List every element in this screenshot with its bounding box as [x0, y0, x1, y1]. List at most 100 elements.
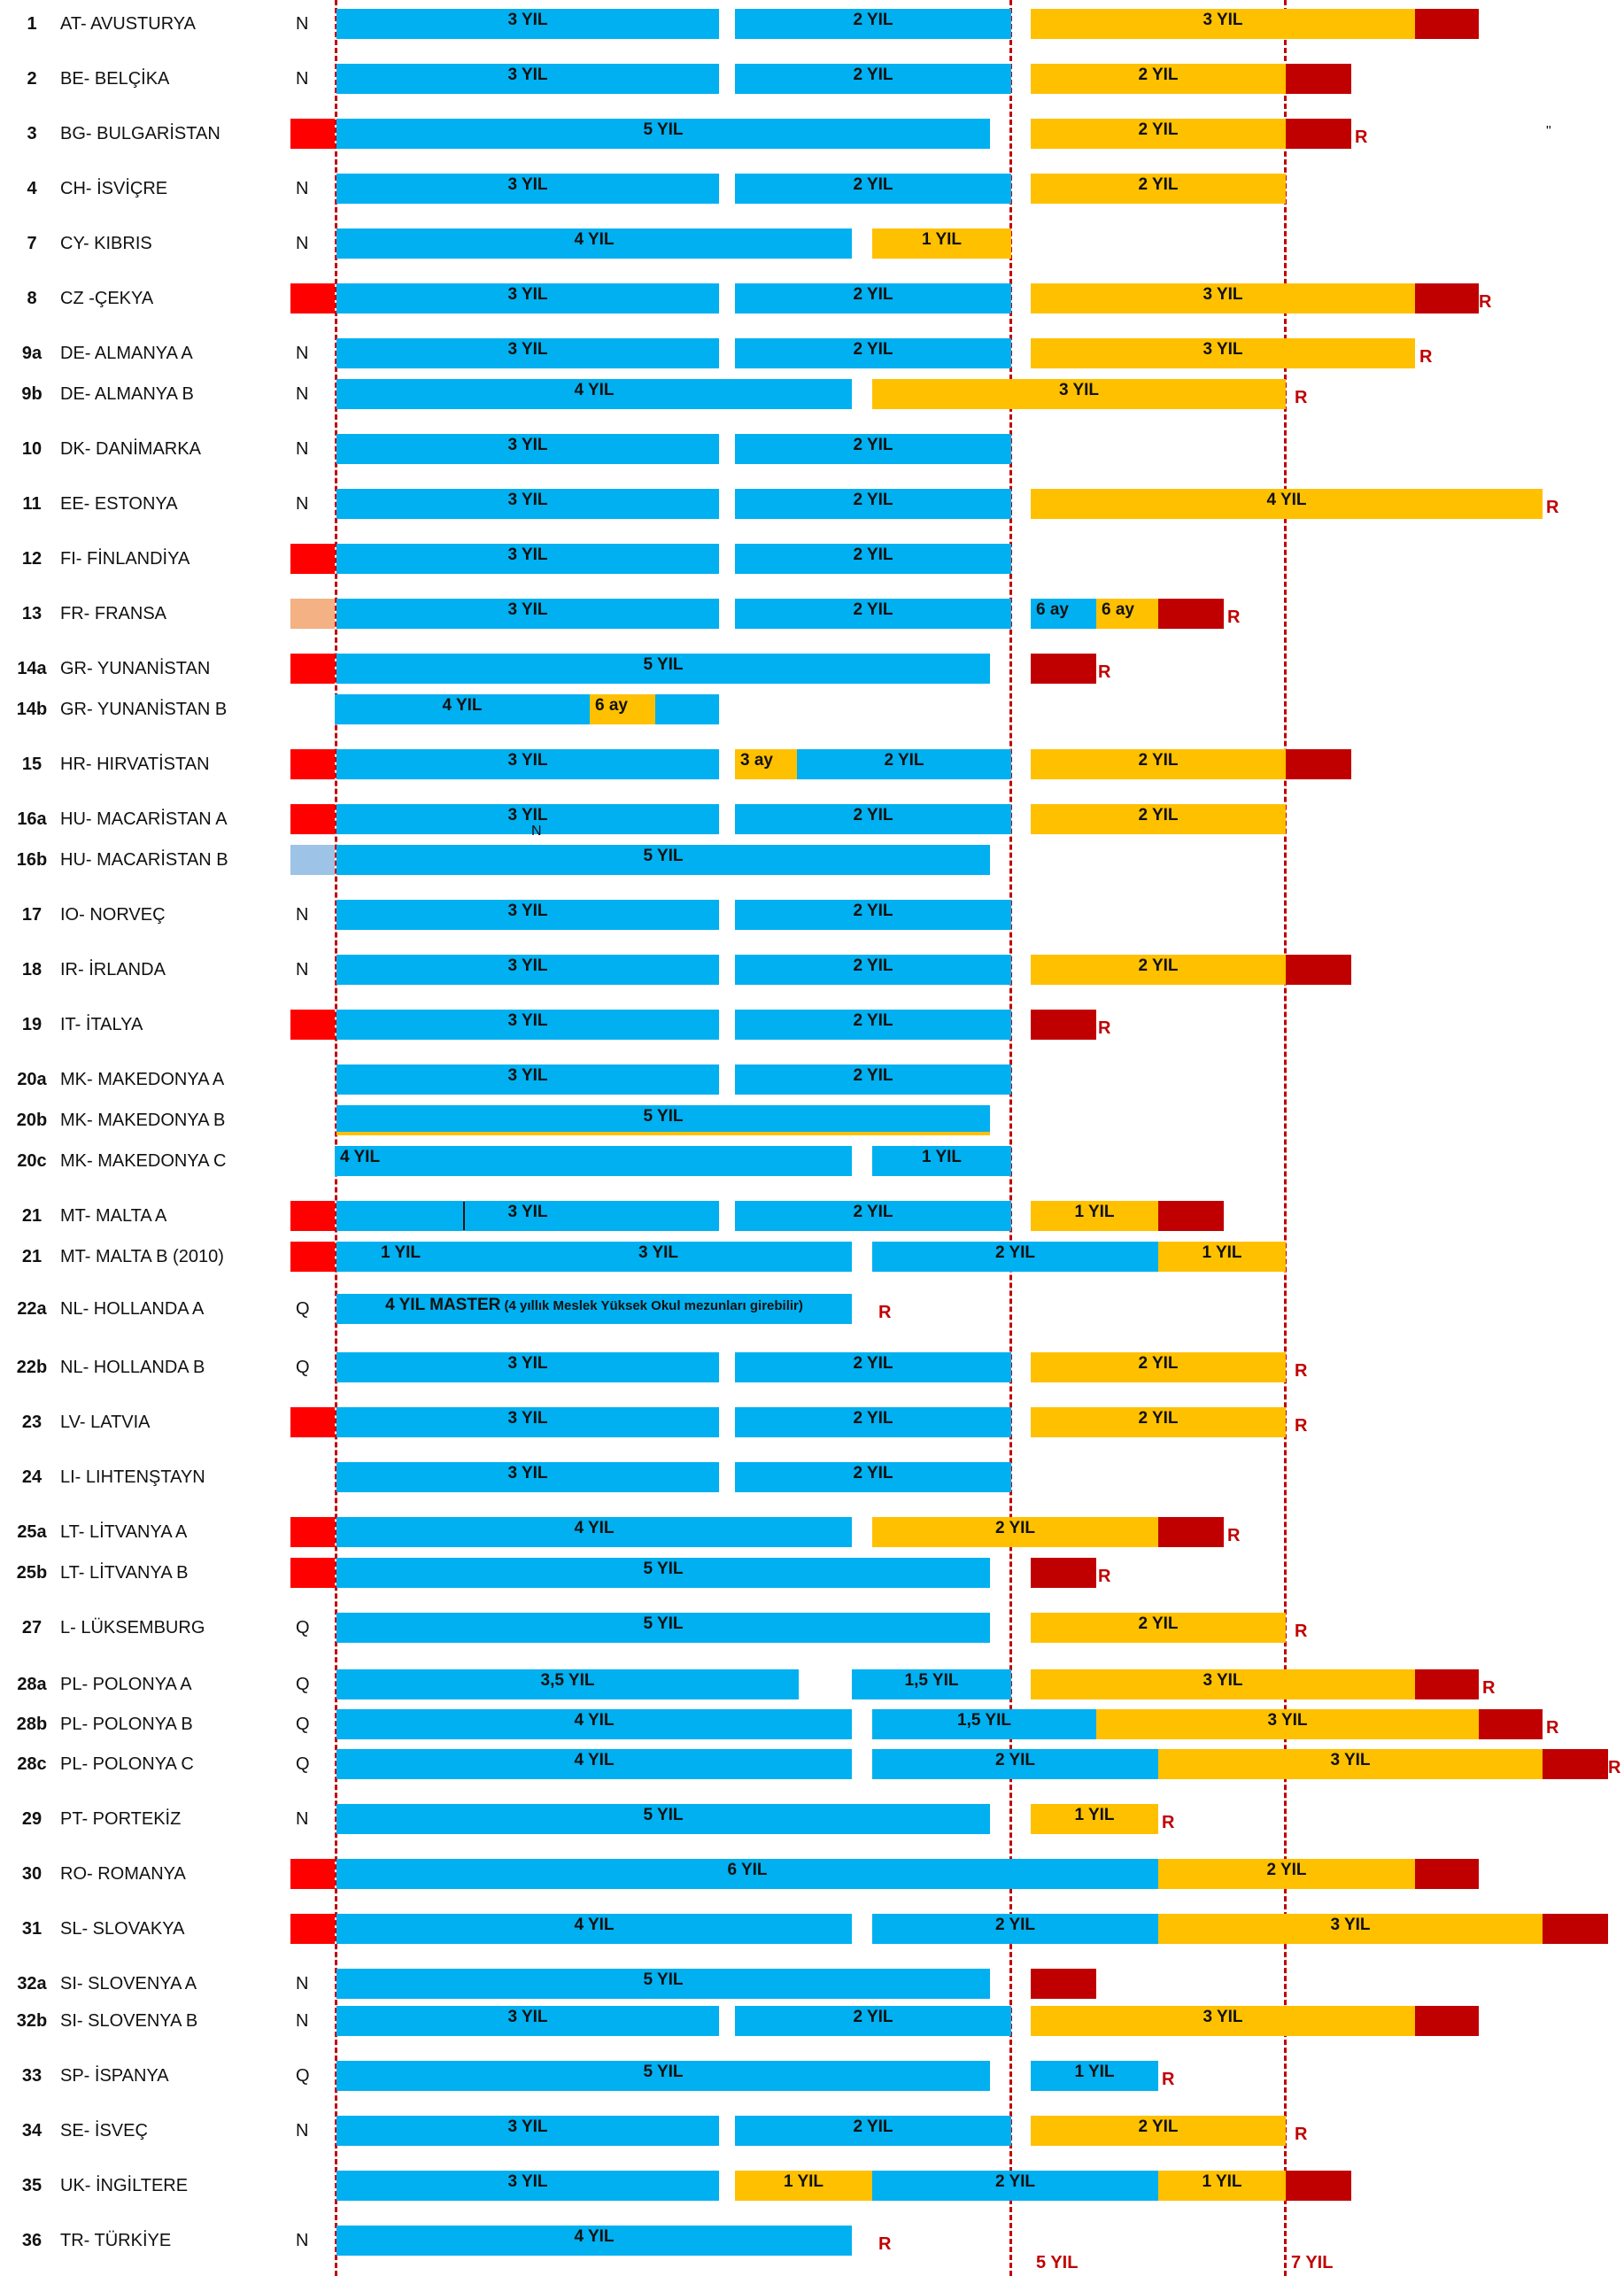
timeline-segment-education: 3 YIL — [336, 1201, 719, 1231]
row-number: 24 — [21, 1467, 43, 1487]
segment-duration-label: 2 YIL — [853, 1011, 893, 1030]
timeline-segment-education: 2 YIL — [735, 1010, 1011, 1040]
registration-mark: R — [1227, 608, 1241, 627]
segment-duration-label: 1,5 YIL — [904, 1671, 959, 1690]
segment-duration-label: 3 YIL — [507, 600, 548, 619]
timeline-segment-education: 3 YIL — [336, 434, 719, 464]
timeline-segment-education: 2 YIL — [735, 1407, 1011, 1437]
timeline-segment-exam — [1031, 1969, 1096, 1999]
country-name: PL- POLONYA C — [60, 1754, 194, 1774]
segment-duration-label: 3 YIL — [507, 902, 548, 920]
registration-mark: R — [1608, 1758, 1621, 1777]
segment-duration-label: 6 ay — [595, 696, 628, 715]
segment-duration-label: 4 YIL — [1266, 491, 1307, 509]
start-guide-line — [335, 0, 337, 2276]
timeline-segment-education: 3 YIL — [336, 174, 719, 204]
timeline-segment-practice: 1 YIL — [735, 2171, 872, 2201]
segment-duration-label: 3 YIL — [507, 956, 548, 975]
timeline-segment-practice: 2 YIL — [1031, 1613, 1286, 1643]
timeline-segment-education: 3 YIL — [336, 1407, 719, 1437]
segment-duration-label: 2 YIL — [1138, 1409, 1179, 1428]
row-number: 30 — [21, 1864, 43, 1884]
country-name: MK- MAKEDONYA B — [60, 1111, 226, 1130]
timeline-segment-exam — [1031, 1010, 1096, 1040]
timeline-segment-prereq — [290, 1517, 335, 1547]
timeline-segment-education: 4 YIL — [336, 1709, 852, 1739]
timeline-segment-education: 4 YIL — [336, 1517, 852, 1547]
qualification-code: N — [296, 1809, 309, 1829]
row-number: 11 — [22, 494, 42, 514]
segment-duration-label: 2 YIL — [884, 751, 924, 770]
country-name: HU- MACARİSTAN B — [60, 850, 228, 870]
timeline-segment-education: 5 YIL — [336, 845, 990, 875]
registration-mark: R — [1098, 1018, 1111, 1038]
timeline-segment-practice: 2 YIL — [1031, 955, 1286, 985]
timeline-segment-education: 3 YIL — [336, 1010, 719, 1040]
country-name: LI- LIHTENŞTAYN — [60, 1467, 205, 1487]
segment-duration-label: 1 YIL — [380, 1243, 421, 1262]
row-number: 17 — [21, 905, 43, 925]
segment-duration-label: 1 YIL — [1074, 1203, 1115, 1221]
segment-duration-label: 3 YIL — [1203, 285, 1243, 304]
timeline-segment-prereq — [290, 654, 335, 684]
segment-duration-label: 2 YIL — [853, 806, 893, 824]
timeline-segment-education: 3,5 YIL — [336, 1669, 799, 1699]
timeline-segment-education: 2 YIL — [735, 174, 1011, 204]
country-name: CY- KIBRIS — [60, 234, 152, 253]
country-name: AT- AVUSTURYA — [60, 14, 196, 34]
segment-duration-label: 2 YIL — [853, 2117, 893, 2136]
qualification-code: Q — [296, 1299, 310, 1319]
registration-mark: R — [1419, 347, 1433, 367]
country-name: LV- LATVIA — [60, 1413, 151, 1432]
segment-duration-label: 1 YIL — [921, 230, 963, 249]
timeline-segment-exam — [1415, 1859, 1479, 1889]
country-name: SI- SLOVENYA A — [60, 1974, 197, 1993]
timeline-segment-exam — [1158, 599, 1224, 629]
timeline-segment-exam — [1286, 64, 1351, 94]
timeline-segment-prereq — [290, 804, 335, 834]
timeline-segment-practice: 2 YIL — [1031, 64, 1286, 94]
segment-duration-label: 3 YIL — [1058, 381, 1100, 399]
timeline-segment-practice: 3 YIL — [1158, 1914, 1543, 1944]
row-number: 28a — [17, 1675, 47, 1694]
country-name: NL- HOLLANDA B — [60, 1358, 205, 1377]
registration-mark: R — [1479, 292, 1492, 312]
country-name: IO- NORVEÇ — [60, 905, 166, 925]
segment-duration-label: 2 YIL — [853, 1409, 893, 1428]
segment-duration-label: 3 YIL — [1330, 1751, 1371, 1769]
registration-mark: R — [1546, 1718, 1559, 1738]
country-name: SE- İSVEÇ — [60, 2121, 148, 2141]
timeline-segment-education: 3 YIL — [336, 749, 719, 779]
timeline-segment-prereq — [290, 1242, 335, 1272]
segment-duration-label: 5 YIL — [643, 1970, 684, 1989]
segment-duration-label: 2 YIL — [853, 2008, 893, 2026]
timeline-segment-practice: 3 ay — [735, 749, 797, 779]
timeline-segment-education: 2 YIL — [872, 1914, 1158, 1944]
row-number: 19 — [21, 1015, 43, 1034]
country-name: SL- SLOVAKYA — [60, 1919, 185, 1939]
timeline-segment-education: 2 YIL — [735, 900, 1011, 930]
segment-duration-label: 2 YIL — [1138, 751, 1179, 770]
country-name: LT- LİTVANYA A — [60, 1522, 188, 1542]
registration-mark: R — [1546, 498, 1559, 517]
qualification-code: N — [296, 1974, 309, 1993]
segment-duration-label: 5 YIL — [643, 847, 684, 865]
segment-duration-label: 2 YIL — [853, 1066, 893, 1085]
timeline-segment-practice: 2 YIL — [1031, 174, 1286, 204]
row-number: 4 — [27, 179, 37, 198]
timeline-segment-education: 3 YIL — [336, 64, 719, 94]
segment-duration-label: 2 YIL — [853, 285, 893, 304]
timeline-segment-education: 5 YIL — [336, 1105, 990, 1135]
row-number: 36 — [21, 2231, 43, 2250]
timeline-segment-practice: 2 YIL — [1031, 804, 1286, 834]
timeline-segment-education: 3 YIL — [336, 2171, 719, 2201]
timeline-segment-education: 2 YIL — [735, 2006, 1011, 2036]
timeline-segment-education: 1 YIL — [872, 1146, 1011, 1176]
timeline-segment-prereq — [290, 1201, 335, 1231]
registration-mark: R — [1227, 1526, 1241, 1545]
segment-duration-label: 3 YIL — [507, 1354, 548, 1373]
timeline-segment-prereq — [290, 1859, 335, 1889]
timeline-segment-education: 4 YIL — [335, 1146, 852, 1176]
timeline-segment-education: 2 YIL — [735, 955, 1011, 985]
